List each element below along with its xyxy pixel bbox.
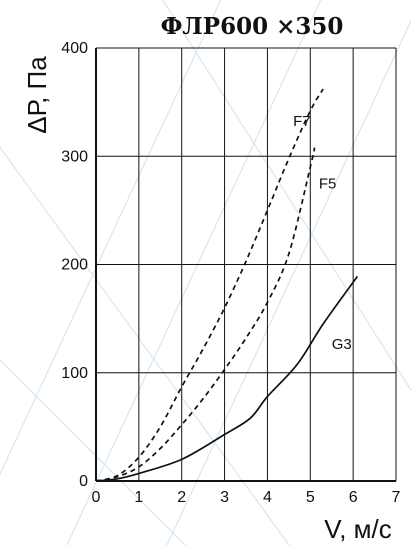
- background-line-3: [0, 146, 290, 545]
- background-line-5: [162, 0, 411, 392]
- series-label-f7: F7: [293, 113, 311, 130]
- chart-title: ФЛР600 ×350: [161, 13, 344, 40]
- x-tick-label: 7: [392, 489, 401, 506]
- x-tick-label: 6: [349, 489, 358, 506]
- series-line-f5: [95, 147, 316, 482]
- x-tick-label: 4: [263, 489, 272, 506]
- x-tick-label: 5: [306, 489, 315, 506]
- y-tick-label: 0: [79, 473, 88, 490]
- y-axis-ticks: 0 100 200 300 400: [61, 40, 88, 490]
- y-tick-label: 400: [61, 40, 88, 57]
- series-labels: F7 F5 G3: [293, 113, 352, 353]
- background-line-2: [166, 19, 411, 545]
- background-line-4: [0, 359, 186, 545]
- background-line-1: [66, 0, 322, 545]
- x-axis-label: V, м/с: [324, 514, 392, 544]
- series-line-f7: [95, 88, 324, 482]
- series-group: [95, 88, 359, 482]
- y-tick-label: 200: [61, 257, 88, 274]
- x-tick-label: 2: [177, 489, 186, 506]
- series-label-g3: G3: [332, 336, 352, 353]
- x-axis-ticks: 0 1 2 3 4 5 6 7: [92, 489, 401, 506]
- series-line-g3: [95, 275, 359, 482]
- y-tick-label: 300: [61, 148, 88, 165]
- series-label-f5: F5: [319, 176, 337, 193]
- y-tick-label: 100: [61, 365, 88, 382]
- axes: [95, 48, 396, 482]
- x-tick-label: 1: [134, 489, 143, 506]
- x-tick-label: 3: [220, 489, 229, 506]
- grid: [96, 47, 397, 481]
- y-axis-label: ΔР, Па: [22, 56, 52, 134]
- x-tick-label: 0: [92, 489, 101, 506]
